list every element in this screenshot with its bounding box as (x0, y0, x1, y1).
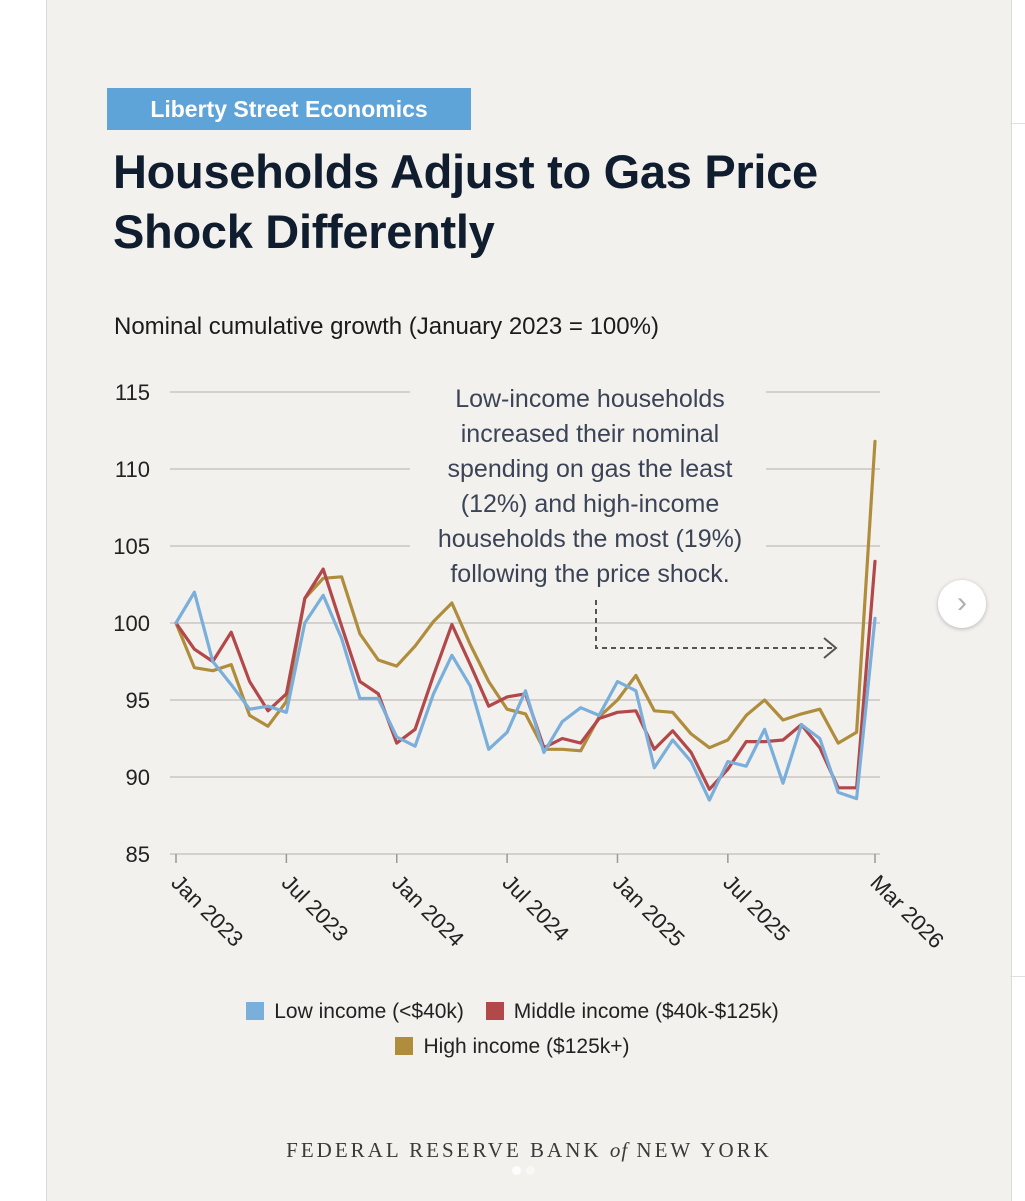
carousel-dot[interactable] (526, 1166, 535, 1175)
x-tick-label: Jul 2023 (277, 870, 354, 947)
legend-swatch-low (246, 1002, 265, 1020)
edge-divider (1010, 123, 1025, 124)
legend-swatch-middle (485, 1002, 504, 1020)
annotation-bg (410, 380, 766, 592)
annotation-line: households the most (19%) (438, 525, 742, 553)
y-tick-label: 100 (113, 611, 150, 636)
carousel-next-button[interactable]: › (938, 580, 986, 628)
x-tick-label: Jul 2025 (718, 870, 795, 947)
series-line-low (174, 590, 877, 802)
annotation-line: following the price shock. (450, 560, 729, 588)
annotation-line: increased their nominal (461, 420, 719, 448)
annotation-text: Low-income households increased their nom… (438, 385, 742, 588)
x-tick-label: Jan 2024 (387, 870, 469, 952)
x-tick-label: Jan 2023 (166, 870, 248, 952)
legend-swatch-high (395, 1037, 414, 1055)
legend-label-low: Low income (<$40k) (274, 1000, 464, 1023)
footer-org-left: FEDERAL RESERVE BANK (286, 1138, 602, 1162)
x-tick-label: Jan 2025 (608, 870, 690, 952)
y-tick-label: 110 (115, 457, 150, 482)
x-tick-label: Jul 2024 (498, 870, 575, 947)
annotation-arrowhead (823, 637, 838, 659)
y-tick-label: 90 (126, 765, 150, 790)
legend-label-middle: Middle income ($40k-$125k) (513, 1000, 779, 1023)
legend-row-1: Low income (<$40k) Middle income ($40k-$… (0, 1000, 1025, 1024)
annotation-line: (12%) and high-income (461, 490, 719, 518)
series-line-middle (174, 559, 877, 791)
footer-org-right: NEW YORK (636, 1138, 772, 1162)
legend-item-low: Low income (<$40k) (246, 1000, 464, 1024)
x-tick-label: Mar 2026 (865, 870, 948, 953)
carousel-dots (512, 1162, 540, 1180)
y-tick-label: 85 (126, 842, 150, 867)
chevron-right-icon: › (957, 586, 967, 619)
y-tick-label: 115 (115, 380, 150, 405)
footer-org-of: of (609, 1138, 629, 1162)
carousel-dot-active[interactable] (512, 1166, 521, 1175)
edge-divider (1010, 976, 1025, 977)
publication-badge: Liberty Street Economics (107, 88, 471, 130)
y-axis-label: Nominal cumulative growth (January 2023 … (114, 313, 659, 340)
y-tick-label: 105 (113, 534, 150, 559)
annotation-arrow (595, 600, 834, 649)
legend-item-middle: Middle income ($40k-$125k) (485, 1000, 779, 1024)
annotation-line: Low-income households (455, 385, 725, 413)
legend-row-2: High income ($125k+) (0, 1035, 1025, 1059)
y-tick-label: 95 (126, 688, 150, 713)
legend-label-high: High income ($125k+) (423, 1035, 630, 1058)
legend-item-high: High income ($125k+) (395, 1035, 630, 1059)
post-card (46, 0, 1012, 1201)
org-footer: FEDERAL RESERVE BANK of NEW YORK (0, 1138, 1025, 1163)
chart-title: Households Adjust to Gas Price Shock Dif… (113, 145, 818, 258)
annotation-line: spending on gas the least (448, 455, 733, 483)
